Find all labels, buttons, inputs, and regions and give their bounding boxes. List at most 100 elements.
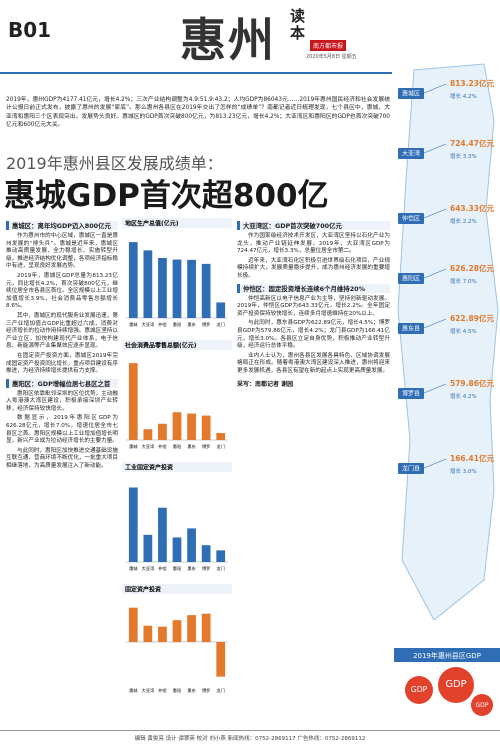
rule [0, 72, 392, 74]
chart-title: 工业固定资产投资 [125, 464, 173, 472]
charts: 地区生产总值(亿元)惠城 大亚湾 仲恺 惠阳 惠东 博罗 龙门社会消费品零售总额(亿元)惠城… [122, 218, 232, 694]
bar [201, 415, 211, 440]
brand: 南方都市报 [310, 40, 347, 51]
leader [423, 268, 447, 279]
bar [158, 507, 167, 562]
reader: 读本 [290, 7, 306, 42]
bar [187, 615, 196, 642]
chart-title: 地区生产总值(亿元) [125, 220, 179, 228]
bar [143, 429, 153, 440]
district-growth: 增长 4.5% [450, 327, 477, 335]
category-label: 博罗 [202, 565, 210, 572]
district-tag [398, 88, 424, 99]
chart-title-bg [122, 218, 232, 228]
category-label: 惠城 [129, 443, 138, 450]
category-label: 仲恺 [158, 687, 166, 694]
coin-label: GDP [476, 702, 489, 709]
bar [201, 263, 211, 318]
coin [405, 676, 433, 704]
bar [216, 302, 226, 318]
coin [471, 694, 493, 716]
banner: 2019年惠州县区GDP [413, 651, 481, 660]
bar [143, 250, 153, 318]
category-label: 博罗 [202, 443, 210, 450]
chart-title-bg [122, 340, 232, 350]
district-name: 惠东县 [402, 325, 420, 333]
leader [423, 383, 447, 394]
district-tag [398, 323, 424, 334]
district-value: 813.23亿元 [450, 78, 494, 88]
chart-title-bg [122, 584, 232, 594]
category-label: 惠阳 [173, 565, 181, 572]
category-label: 龙门 [217, 321, 225, 328]
category-label: 仲恺 [158, 321, 166, 328]
category-label: 龙门 [217, 443, 225, 450]
category-label: 龙门 [217, 687, 225, 694]
category-label: 博罗 [202, 687, 210, 694]
category-label: 大亚湾 [142, 443, 155, 450]
paragraph: 其中，惠城区的现代服务业发展迅速，第三产业增加值占GDP比重超过六成，消费对经济… [6, 312, 118, 350]
district-name: 博罗县 [402, 390, 420, 398]
district-growth: 增长 2.2% [450, 217, 477, 225]
bar [128, 363, 138, 440]
paragraph: 与此同时，惠阳区加快推进交通基础设施互联互通，营商环境不断优化，一批重大项目相继… [6, 447, 118, 470]
district-name: 惠城区 [402, 90, 420, 98]
district-name: 龙门县 [402, 465, 420, 473]
paragraph: 2019年，惠城区GDP总量为813.23亿元，同比增长4.2%，首次突破800… [6, 272, 118, 310]
district-tag [398, 273, 424, 284]
kicker: 2019年惠州县区发展成绩单： [6, 154, 223, 173]
category-label: 博罗 [202, 321, 210, 328]
paragraph: 近年来，大亚湾石化区积极引进世界级石化项目，产业规模持续扩大，发展质量稳步提升，… [237, 257, 390, 279]
district-growth: 增长 3.0% [450, 467, 477, 475]
intro: 2019年，惠州GDP为4177.41亿元，增长4.2%；三次产业结构调整为4.… [6, 97, 390, 129]
bar [128, 487, 138, 562]
leader [423, 318, 447, 329]
paragraph: 仲恺高新区以电子信息产业为主导，坚持创新驱动发展。2019年，仲恺区GDP为64… [237, 295, 390, 317]
district-tag [398, 388, 424, 399]
paragraph: 业内人士认为，惠州各县区发展各具特色，区域协调发展格局正在形成。随着粤港澳大湾区… [237, 352, 390, 374]
paragraph: 与此同时，惠东县GDP为622.89亿元，增长4.5%；博罗县GDP为579.8… [237, 320, 390, 350]
bar [158, 626, 167, 642]
district-value: 622.89亿元 [450, 313, 494, 323]
chart-title-bg [122, 462, 232, 472]
section-heading: 大亚湾区：GDP首次突破700亿元 [237, 221, 390, 230]
district-tag [398, 148, 424, 159]
category-label: 惠城 [129, 565, 138, 572]
bar [172, 412, 182, 440]
bar [216, 642, 226, 677]
district-value: 579.86亿元 [450, 378, 494, 388]
leader [423, 458, 447, 469]
district-value: 626.28亿元 [450, 263, 494, 273]
footer-rule [0, 730, 500, 731]
category-label: 惠阳 [173, 321, 181, 328]
category-label: 大亚湾 [142, 687, 155, 694]
date: 2020年5月8日 星期五 [306, 54, 357, 60]
chart-title: 社会消费品零售总额(亿元) [124, 342, 197, 350]
category-label: 惠城 [129, 321, 138, 328]
district-tag [398, 213, 424, 224]
district-growth: 增长 4.2% [450, 392, 477, 400]
category-label: 大亚湾 [142, 321, 155, 328]
district-growth: 增长 4.2% [450, 92, 477, 100]
coin-label: GDP [411, 685, 428, 694]
bar [172, 259, 182, 318]
bar [187, 528, 196, 562]
bar [128, 607, 138, 642]
byline: 采写：南都记者 谢园 [237, 380, 294, 388]
category-label: 惠东 [187, 321, 195, 327]
footer: 编辑 黄俊亮 设计 谭翠英 校对 刘小燕 新闻热线：0752-2869117 广… [134, 736, 366, 742]
category-label: 龙门 [217, 565, 225, 572]
paragraph: 作为惠州市的中心区域，惠城区一直是惠州发展的“排头兵”。惠城是近年来，惠城区推动… [6, 233, 118, 270]
district-name: 大亚湾 [402, 150, 420, 158]
section-heading: 惠阳区：GDP增幅位居七县区之首 [6, 378, 118, 388]
district-name: 仲恺区 [402, 215, 420, 223]
paragraph: 作为国家级经济技术开发区，大亚湾区坚持以石化产业为龙头，推动产业链延伸发展。20… [237, 233, 390, 255]
category-label: 惠阳 [173, 687, 181, 694]
paragraph: 惠阳区依靠毗邻深圳的区位优势，主动融入粤港澳大湾区建设，积极承接深圳产业转移，经… [6, 390, 118, 412]
district-value: 724.47亿元 [450, 138, 494, 148]
category-label: 惠东 [187, 443, 195, 449]
leader [423, 208, 447, 219]
leader [423, 143, 447, 154]
